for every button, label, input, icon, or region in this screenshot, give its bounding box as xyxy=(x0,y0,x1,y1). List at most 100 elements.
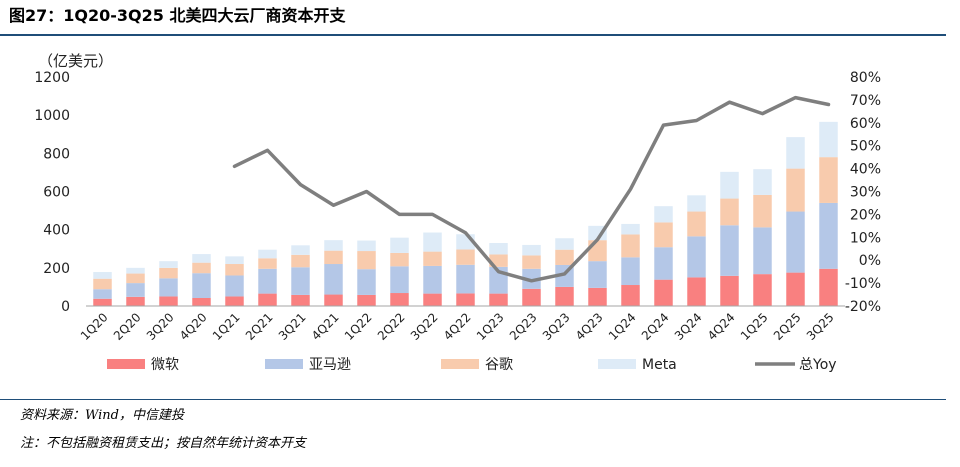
bar-segment xyxy=(819,268,838,306)
bar-segment xyxy=(159,296,178,306)
footnote: 注：不包括融资租赁支出；按自然年统计资本开支 xyxy=(20,436,307,451)
source-note: 资料来源：Wind，中信建投 xyxy=(20,408,184,423)
bar-segment xyxy=(159,261,178,268)
x-tick-label: 4Q24 xyxy=(705,310,738,343)
legend-label: 亚马逊 xyxy=(309,357,351,373)
bar-segment xyxy=(423,251,442,266)
bar-segment xyxy=(753,274,772,306)
y2-tick-label: 10% xyxy=(850,230,881,246)
bar-segment xyxy=(786,137,805,169)
bar-segment xyxy=(555,286,574,306)
legend-label: 谷歌 xyxy=(485,357,513,373)
y2-tick-label: -20% xyxy=(845,299,881,315)
y-tick-label: 600 xyxy=(43,185,70,201)
bar-segment xyxy=(126,296,145,306)
bar-segment xyxy=(786,211,805,273)
bar-segment xyxy=(357,269,376,295)
bar-segment xyxy=(621,223,640,235)
x-tick-label: 1Q21 xyxy=(210,310,243,343)
legend-swatch xyxy=(107,359,145,369)
bar-segment xyxy=(522,255,541,269)
bar-segment xyxy=(588,240,607,262)
bar-segment xyxy=(390,252,409,267)
x-tick-label: 2Q25 xyxy=(771,310,804,343)
bar-segment xyxy=(225,296,244,306)
bar-segment xyxy=(324,294,343,306)
bar-segment xyxy=(159,267,178,279)
bar-segment xyxy=(687,236,706,278)
bar-segment xyxy=(522,288,541,306)
bar-segment xyxy=(258,258,277,269)
legend-swatch xyxy=(441,359,479,369)
chart-title: 图27：1Q20-3Q25 北美四大云厂商资本开支 xyxy=(9,6,346,25)
bar-segment xyxy=(258,249,277,259)
bar-segment xyxy=(357,240,376,252)
bar-segment xyxy=(357,251,376,270)
x-tick-label: 1Q25 xyxy=(738,310,771,343)
x-tick-label: 2Q24 xyxy=(639,310,672,343)
x-tick-label: 1Q24 xyxy=(606,310,639,343)
y-tick-label: 200 xyxy=(43,261,70,277)
y2-tick-label: 80% xyxy=(850,70,881,86)
y2-tick-label: 0% xyxy=(859,253,881,269)
x-tick-label: 1Q20 xyxy=(78,310,111,343)
bar-segment xyxy=(456,249,475,265)
bar-segment xyxy=(192,254,211,263)
bar-segment xyxy=(423,293,442,306)
bar-segment xyxy=(390,293,409,306)
y-tick-label: 800 xyxy=(43,146,70,162)
bar-segment xyxy=(489,293,508,306)
footer-divider xyxy=(0,399,946,400)
legend-label: 总Yoy xyxy=(799,357,837,373)
legend-label: 微软 xyxy=(151,357,179,373)
bar-segment xyxy=(687,277,706,307)
x-tick-label: 2Q20 xyxy=(111,310,144,343)
bar-segment xyxy=(390,237,409,253)
bar-segment xyxy=(324,264,343,295)
bar-segment xyxy=(555,249,574,265)
legend-label: Meta xyxy=(642,357,677,373)
bar-segment xyxy=(720,171,739,199)
bar-segment xyxy=(225,256,244,265)
bar-segment xyxy=(258,293,277,306)
y2-tick-label: 40% xyxy=(850,162,881,178)
x-tick-label: 4Q21 xyxy=(309,310,342,343)
x-tick-label: 1Q22 xyxy=(342,310,375,343)
yoy-line-layer xyxy=(232,95,831,283)
bar-segment xyxy=(654,247,673,280)
y2-tick-label: 70% xyxy=(850,93,881,109)
bar-segment xyxy=(621,234,640,258)
bar-segment xyxy=(588,261,607,288)
x-tick-label: 3Q23 xyxy=(540,310,573,343)
bar-segment xyxy=(522,268,541,289)
bar-segment xyxy=(258,268,277,294)
stacked-bar-line-chart: （亿美元） 0 200 400 600 800 1000 1200 -20% -10% 0% 10% 2… xyxy=(34,52,881,373)
bar-segment xyxy=(423,232,442,252)
bar-segment xyxy=(621,285,640,306)
bar-segment xyxy=(786,272,805,306)
x-tick-label: 2Q22 xyxy=(375,310,408,343)
title-divider xyxy=(0,34,946,36)
y2-tick-label: 30% xyxy=(850,185,881,201)
x-tick-label: 2Q21 xyxy=(243,310,276,343)
bar-segment xyxy=(324,240,343,251)
yoy-line xyxy=(232,95,831,283)
bar-segment xyxy=(93,272,112,279)
x-tick-label: 4Q23 xyxy=(573,310,606,343)
x-tick-label: 3Q22 xyxy=(408,310,441,343)
x-tick-label: 3Q25 xyxy=(804,310,837,343)
bars-layer xyxy=(93,121,838,307)
bar-segment xyxy=(93,289,112,299)
x-tick-label: 3Q21 xyxy=(276,310,309,343)
x-tick-label: 1Q23 xyxy=(474,310,507,343)
bar-segment xyxy=(819,157,838,203)
y2-tick-label: -10% xyxy=(845,276,881,292)
y-tick-label: 1000 xyxy=(34,108,70,124)
y-tick-label: 0 xyxy=(61,299,70,315)
bar-segment xyxy=(588,287,607,306)
bar-segment xyxy=(456,293,475,306)
x-tick-label: 2Q23 xyxy=(507,310,540,343)
bar-segment xyxy=(786,168,805,212)
x-tick-label: 4Q22 xyxy=(441,310,474,343)
bar-segment xyxy=(687,211,706,237)
